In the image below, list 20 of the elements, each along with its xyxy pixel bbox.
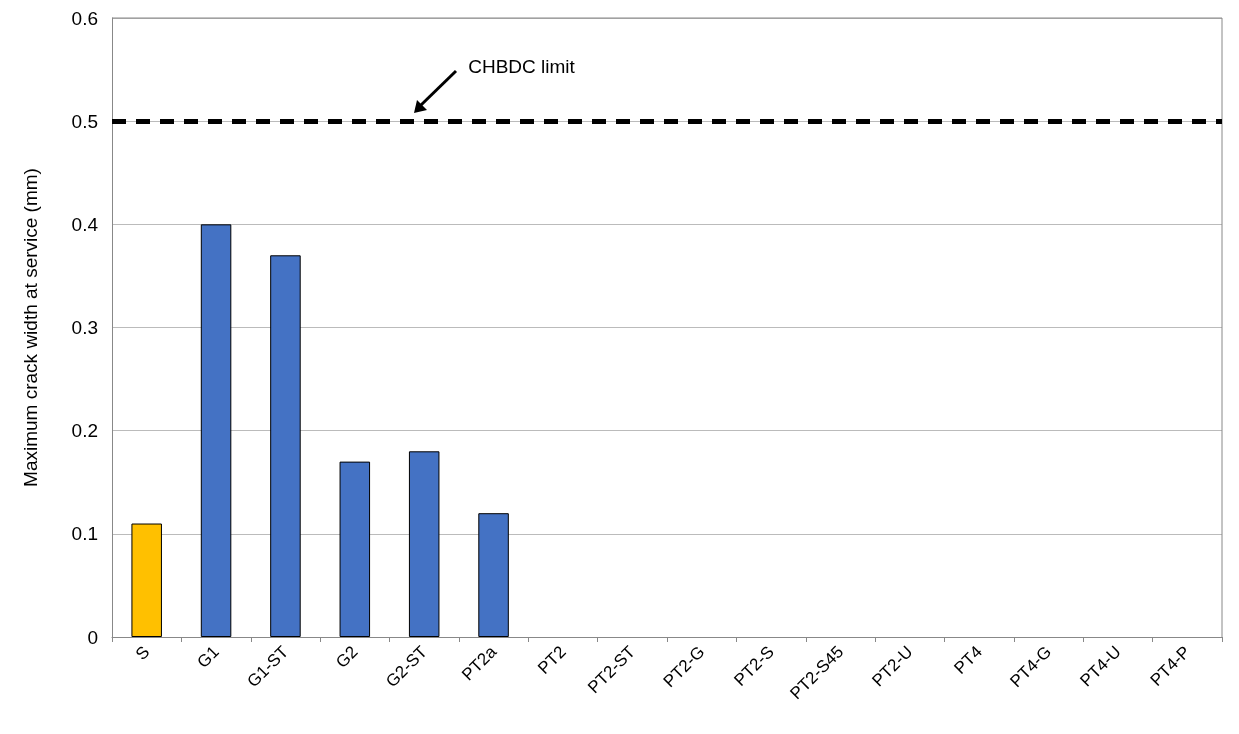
x-tick-label: PT4 (950, 642, 986, 678)
ref-line-label: CHBDC limit (468, 56, 576, 78)
bar (478, 513, 509, 637)
x-tick-label: PT2 (534, 642, 570, 678)
x-tick-label: G2 (332, 642, 362, 672)
bar (200, 224, 232, 637)
y-tick-label: 0.1 (71, 523, 98, 545)
bar (408, 451, 440, 637)
y-tick-label: 0.3 (71, 317, 98, 338)
bar (339, 461, 371, 637)
y-tick-label: 0.6 (71, 7, 98, 29)
y-tick-label: 0.2 (71, 420, 98, 442)
x-tick-label: S (131, 642, 154, 664)
y-axis-title: Maximum crack width at service (mm) (20, 168, 41, 487)
y-tick-label: 0 (87, 626, 98, 648)
y-tick-label: 0.5 (71, 110, 98, 132)
y-tick-label: 0.4 (71, 213, 99, 235)
x-tick-label: G1 (193, 642, 223, 672)
bar (270, 255, 301, 637)
bar (131, 523, 162, 637)
